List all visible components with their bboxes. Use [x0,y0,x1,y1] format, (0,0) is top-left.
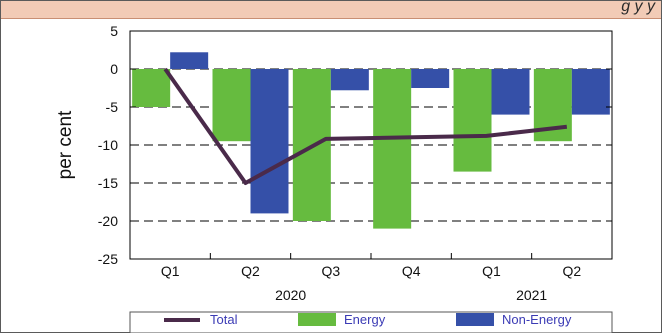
non-energy-bar [571,69,610,115]
non-energy-bar [330,69,369,91]
non-energy-bar [491,69,530,115]
x-tick-label: Q2 [562,263,581,279]
non-energy-legend-label: Non-Energy [502,312,572,327]
y-axis-label: per cent [55,110,76,179]
non-energy-bar [170,52,209,69]
chart-title-fragment: g y y [621,1,655,15]
energy-bar [132,69,171,107]
x-year-label: 2020 [275,287,306,303]
y-tick-label: -15 [98,175,118,191]
x-year-label: 2021 [516,287,547,303]
x-tick-label: Q4 [402,263,421,279]
y-tick-label: 5 [110,23,118,39]
x-tick-label: Q2 [241,263,260,279]
non-energy-bar [411,69,450,88]
title-bar: g y y [1,1,661,19]
total-legend-label: Total [210,312,238,327]
total-legend-swatch [164,318,200,322]
y-tick-label: -25 [98,251,118,267]
energy-legend-label: Energy [344,312,386,327]
y-tick-label: -20 [98,213,118,229]
x-tick-label: Q1 [161,263,180,279]
energy-legend-swatch [298,313,336,326]
x-tick-label: Q3 [321,263,340,279]
total-line [163,67,568,185]
y-tick-label: -5 [106,99,119,115]
energy-bar [212,69,251,142]
y-tick-label: 0 [110,61,118,77]
y-tick-label: -10 [98,137,118,153]
non-energy-legend-swatch [456,313,494,326]
energy-bar [373,69,412,229]
non-energy-bar [250,69,289,214]
energy-bar [453,69,492,172]
x-tick-label: Q1 [482,263,501,279]
